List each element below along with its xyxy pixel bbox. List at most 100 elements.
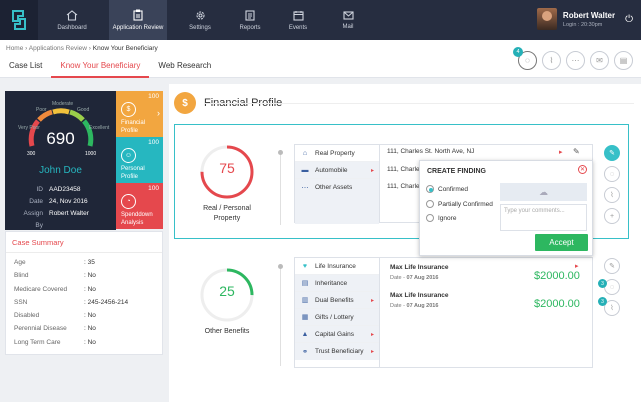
nav-reports[interactable]: Reports [222,0,278,40]
share-button[interactable]: ⋯ [566,51,585,70]
gauge-label: Excellent [89,125,110,131]
list-item-trust-beneficiary[interactable]: ⚭ Trust Beneficiary ▸ [295,343,379,360]
radio-confirmed[interactable]: Confirmed [426,185,468,193]
nav-events[interactable]: Events [270,0,326,40]
list-item-label: Gifts / Lottery [315,313,354,321]
list-item-label: Other Assets [315,184,353,191]
other-benefits-score-ring [200,268,254,322]
popup-title: CREATE FINDING [427,168,486,175]
summary-value: : No [84,285,96,293]
property-address: 111, Charles St. N [387,166,440,173]
summary-value: : 35 [84,259,95,266]
summary-key: Medicare Covered [14,285,68,293]
upload-dropzone[interactable]: ☁ [500,183,587,201]
list-item-real-property[interactable]: ⌂ Real Property [295,145,379,162]
nav-application-review[interactable]: Application Review [109,0,167,40]
app-logo[interactable] [0,0,38,40]
list-item-other-assets[interactable]: ⋯ Other Assets [295,179,379,196]
tab-know-your-beneficiary[interactable]: Know Your Beneficiary [51,60,150,78]
nav-mail[interactable]: Mail [320,0,376,40]
radio-partially-confirmed[interactable]: Partially Confirmed [426,200,493,208]
asset-type-list: ⌂ Real Property ▬ Automobile ▸ ⋯ Other Asset… [294,144,380,224]
radio-ignore[interactable]: Ignore [426,214,456,222]
list-item-automobile[interactable]: ▬ Automobile ▸ [295,162,379,179]
handshake-icon: ⚭ [302,348,308,356]
breadcrumb-current: Know Your Beneficiary [92,45,158,52]
edit-button[interactable]: ✎ [604,145,620,161]
calendar-icon [292,10,304,21]
list-item-capital-gains[interactable]: ▲ Capital Gains ▸ [295,326,379,343]
benefit-type-list: ♥ Life Insurance ▤ Inheritance ▥ Dual Benef… [294,257,380,368]
comments-field[interactable]: Type your comments... [500,204,587,231]
summary-value: : No [84,272,96,280]
flag-icon[interactable]: ▸ [559,149,563,156]
policy-date-label: Date [390,303,402,309]
print-button[interactable]: ▤ [614,51,633,70]
attachment-count-badge: 3 [598,297,607,306]
mail-icon [342,10,354,20]
edit-icon[interactable]: ✎ [573,147,580,156]
attach-button[interactable]: ⌇ [604,187,620,203]
car-icon: ▬ [301,166,309,174]
comment-button[interactable]: ◌ [604,166,620,182]
radio-button[interactable] [426,185,434,193]
tab-case-list[interactable]: Case List [9,61,43,70]
id-value: AAD23458 [49,186,81,193]
clipboard-icon [133,9,143,21]
comments-button[interactable]: 4 ◌ [513,47,537,70]
cloud-upload-icon: ☁ [539,186,548,197]
credit-score-gauge: Very Poor Poor Moderate Good Excellent 3… [18,101,110,157]
list-item-gifts-lottery[interactable]: ▦ Gifts / Lottery [295,309,379,326]
real-property-score-ring [200,145,254,199]
list-item-label: Dual Benefits [315,296,354,304]
breadcrumb-home[interactable]: Home [6,45,24,52]
close-button[interactable]: ✕ [578,165,587,174]
nav-settings[interactable]: Settings [172,0,228,40]
list-item-dual-benefits[interactable]: ▥ Dual Benefits ▸ [295,292,379,309]
list-item-inheritance[interactable]: ▤ Inheritance [295,275,379,292]
paperclip-icon: ⌇ [610,305,614,312]
comment-count-badge: 3 [598,279,607,288]
attach-button[interactable]: ⌇ [542,51,561,70]
printer-icon: ▤ [619,56,628,65]
property-address: 111, Charles St. North Ave, NJ [387,148,475,155]
edit-button[interactable]: ✎ [604,258,620,274]
user-menu[interactable]: Robert Walter Login : 20:30pm ⏻ [536,8,633,30]
card-personal-profile[interactable]: 100 ☺ Personal Profile [116,137,163,183]
summary-row: Long Term Care: No [6,336,162,349]
comment-button[interactable]: ◌ [604,279,620,295]
add-button[interactable]: + [604,208,620,224]
gear-icon [195,10,205,20]
summary-value: : 245-2456-214 [84,298,129,306]
gauge-label: Good [77,107,89,113]
nav-settings-label: Settings [189,24,211,31]
summary-key: Disabled [14,312,40,320]
summary-value: : No [84,312,96,320]
flag-icon[interactable]: ▸ [575,263,579,270]
nav-dashboard[interactable]: Dashboard [44,0,100,40]
radio-button[interactable] [426,214,434,222]
card-financial-profile[interactable]: 100 $ Financial Profile › [116,91,163,137]
edit-icon: ✎ [609,150,615,157]
card-score: 100 [148,139,159,146]
nav-events-label: Events [288,24,308,31]
other-benefits-score: 25 [219,283,235,299]
attach-button[interactable]: ⌇ [604,300,620,316]
tab-web-research[interactable]: Web Research [158,61,212,70]
assign-by-label: Assign By [23,210,43,229]
flag-icon: ▸ [370,349,374,355]
email-button[interactable]: ✉ [590,51,609,70]
comments-badge: 4 [513,47,523,57]
radio-label: Partially Confirmed [438,200,493,208]
accept-button[interactable]: Accept [535,234,588,251]
summary-key: Age [14,259,26,266]
user-login-time: Login : 20:30pm [562,21,603,28]
home-icon: ⌂ [302,149,308,157]
power-icon[interactable]: ⏻ [625,13,633,25]
card-spenddown-analysis[interactable]: 100 ◔ Spenddown Analysis [116,183,163,229]
list-item-life-insurance[interactable]: ♥ Life Insurance [295,258,379,275]
breadcrumb-section[interactable]: Applications Review [28,45,87,52]
radio-button[interactable] [426,200,434,208]
nav-dashboard-label: Dashboard [57,24,87,31]
summary-value: : No [84,338,96,346]
